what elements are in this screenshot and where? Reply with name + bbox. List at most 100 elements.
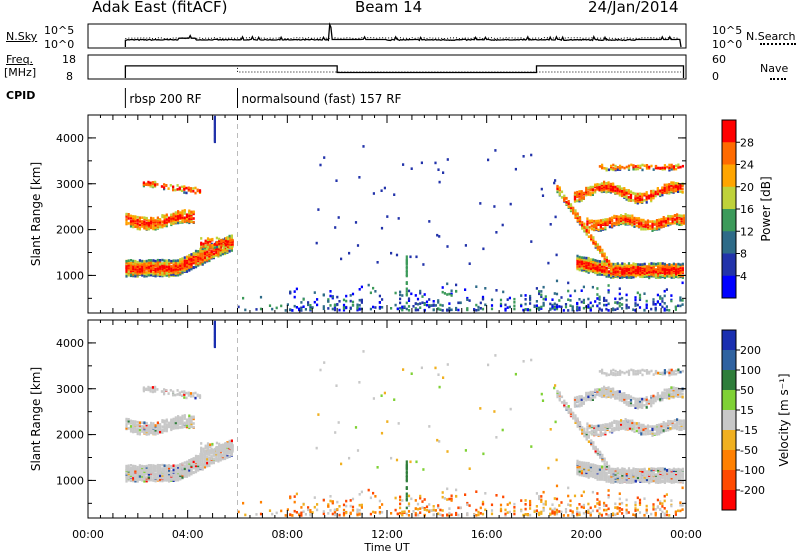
power-cell — [585, 189, 588, 192]
velocity-cell — [215, 441, 218, 445]
power-cell — [138, 259, 141, 262]
velocity-cell — [145, 466, 148, 469]
velocity-cell — [138, 467, 141, 470]
velocity-cell — [599, 430, 602, 433]
power-cell — [585, 256, 588, 260]
power-cell — [210, 250, 213, 253]
power-cell — [645, 265, 649, 268]
nsearch-legend — [760, 43, 796, 45]
power-cell — [213, 246, 216, 250]
nsearch-line — [124, 36, 679, 40]
velocity-cell — [168, 478, 171, 481]
power-cell — [677, 163, 680, 167]
power-cell — [188, 260, 191, 263]
power-cell — [605, 303, 608, 307]
power-cell — [627, 262, 631, 265]
velocity-cell — [190, 421, 193, 424]
power-cell — [141, 259, 144, 263]
power-cell — [603, 303, 606, 307]
power-cell — [342, 303, 346, 307]
power-cell — [405, 287, 408, 291]
power-cell — [401, 305, 404, 309]
power-cell — [619, 263, 622, 267]
power-cell — [538, 292, 541, 296]
power-cell — [618, 304, 621, 308]
power-cell — [635, 217, 638, 220]
power-cell — [591, 285, 594, 289]
power-cell — [594, 300, 597, 303]
power-cell — [141, 272, 144, 275]
power-cell — [638, 293, 642, 297]
power-cell — [589, 263, 592, 267]
velocity-cell — [187, 394, 190, 397]
power-cell — [633, 216, 636, 220]
velocity-cell — [226, 451, 229, 455]
power-cell — [229, 239, 232, 243]
power-cell — [183, 262, 186, 266]
velocity-cell — [183, 471, 186, 474]
power-cell — [558, 299, 561, 302]
velocity-cell — [576, 465, 579, 469]
power-cell — [423, 293, 426, 296]
power-cell — [580, 300, 583, 304]
power-cell — [268, 304, 272, 307]
power-cell — [621, 275, 624, 278]
power-cell — [132, 225, 135, 228]
power-cell — [627, 164, 631, 168]
velocity-cell — [601, 459, 604, 462]
velocity-cell — [636, 476, 640, 479]
power-cell — [284, 309, 287, 312]
power-cell — [378, 294, 381, 298]
power-cell — [220, 240, 223, 243]
power-cell — [618, 302, 621, 305]
power-cell — [660, 219, 663, 223]
velocity-cell — [614, 471, 617, 474]
power-cell — [617, 220, 620, 224]
power-cell — [645, 303, 648, 307]
power-cell — [597, 228, 600, 232]
velocity-cell — [161, 428, 164, 432]
velocity-cell — [588, 431, 591, 434]
velocity-cell — [652, 477, 655, 481]
power-cell — [295, 287, 298, 291]
velocity-cell — [675, 480, 678, 484]
power-cell — [190, 258, 193, 261]
power-cell — [143, 224, 146, 227]
velocity-cell — [652, 474, 655, 477]
velocity-cell — [587, 464, 590, 467]
power-cell — [349, 306, 352, 310]
power-cell — [586, 217, 589, 220]
power-cell — [152, 224, 155, 228]
cpid-mode-label: normalsound (fast) 157 RF — [242, 92, 402, 106]
power-cell — [634, 309, 637, 312]
velocity-cell — [168, 421, 171, 425]
power-cell — [627, 168, 631, 171]
power-cell — [319, 163, 322, 167]
power-cell — [165, 261, 168, 265]
velocity-cell — [592, 474, 595, 478]
power-cell — [655, 224, 659, 227]
velocity-cell — [145, 472, 148, 476]
power-cell — [201, 263, 204, 266]
power-cell — [174, 266, 177, 269]
power-cell — [185, 213, 189, 216]
power-cell — [615, 215, 618, 218]
velocity-cell — [147, 432, 150, 436]
power-cell — [607, 185, 610, 188]
velocity-cell — [200, 446, 203, 450]
power-cell — [677, 262, 680, 266]
power-cell — [603, 185, 606, 189]
power-cell — [213, 130, 216, 134]
power-cell — [677, 275, 680, 278]
power-cell — [520, 304, 523, 308]
power-cell — [230, 236, 233, 239]
power-cell — [197, 255, 200, 259]
velocity-cell — [150, 424, 153, 428]
velocity-cell — [125, 466, 128, 470]
velocity-cell — [136, 420, 139, 424]
velocity-cell — [227, 444, 230, 448]
velocity-cell — [222, 452, 225, 455]
power-cell — [607, 168, 610, 172]
velocity-cell — [213, 324, 216, 328]
velocity-cell — [224, 442, 227, 445]
